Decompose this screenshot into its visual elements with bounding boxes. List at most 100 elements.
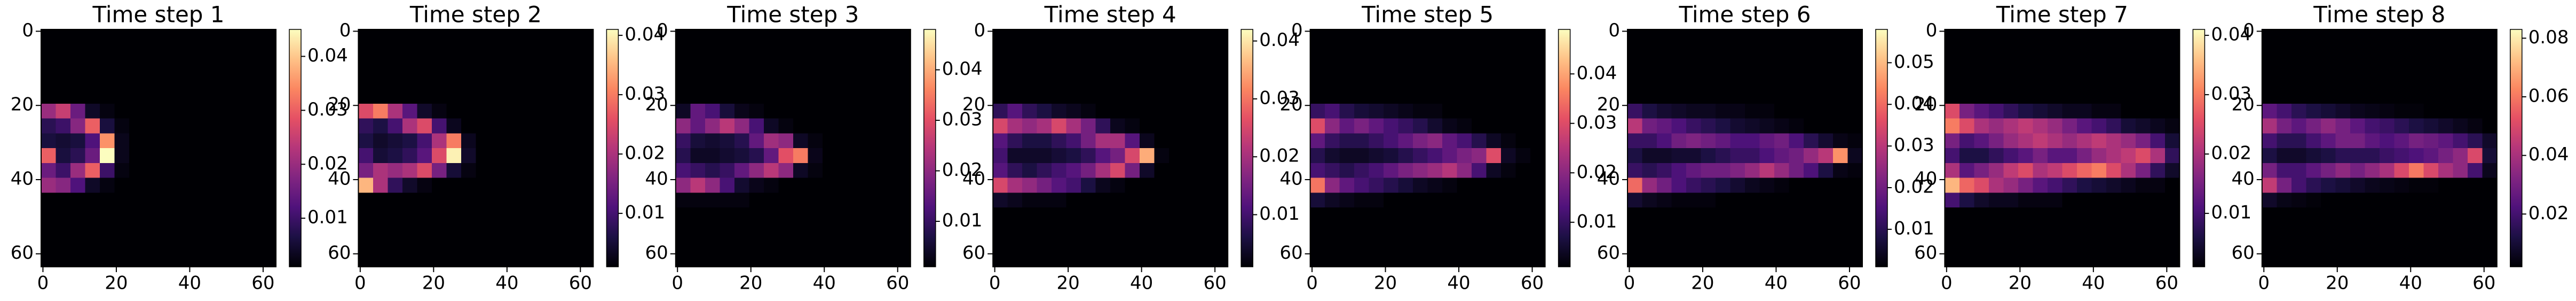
heatmap-cell xyxy=(417,237,432,252)
heatmap-cell xyxy=(2408,237,2424,252)
heatmap-cell xyxy=(446,59,462,74)
heatmap-cell xyxy=(2262,252,2277,267)
heatmap-cell xyxy=(144,177,159,193)
heatmap-cell xyxy=(1125,192,1140,208)
heatmap-cell xyxy=(188,74,203,89)
heatmap-cell xyxy=(2262,89,2277,104)
colorbar-tick-label: 0.02 xyxy=(625,143,665,164)
heatmap-cell xyxy=(358,29,374,45)
heatmap-cell xyxy=(1169,222,1184,237)
heatmap-cell xyxy=(2291,252,2306,267)
heatmap-cell xyxy=(217,222,232,237)
heatmap-cell xyxy=(2291,29,2306,45)
heatmap-cell xyxy=(2121,59,2136,74)
heatmap-cell xyxy=(578,237,594,252)
y-tick-label: 0 xyxy=(1608,20,1620,41)
heatmap-cell xyxy=(1081,222,1096,237)
heatmap-cell xyxy=(1657,192,1672,208)
heatmap-cell xyxy=(1945,207,1960,223)
heatmap-cell xyxy=(358,59,374,74)
heatmap-cell xyxy=(1530,74,1546,89)
heatmap-cell xyxy=(851,133,867,149)
heatmap-cell xyxy=(202,89,218,104)
heatmap-cell xyxy=(144,237,159,252)
heatmap-cell xyxy=(2453,89,2468,104)
heatmap-cell xyxy=(144,252,159,267)
heatmap-cell xyxy=(2003,29,2019,45)
heatmap-cell xyxy=(2467,118,2483,134)
panel-title: Time step 5 xyxy=(1361,2,1494,28)
heatmap-cell xyxy=(247,148,262,164)
heatmap-cell xyxy=(1369,192,1384,208)
heatmap-cell xyxy=(837,44,852,59)
heatmap-cell xyxy=(1413,118,1428,134)
colorbar-tick-label: 0.02 xyxy=(1259,145,1300,167)
heatmap-cell xyxy=(1759,74,1775,89)
heatmap-cell xyxy=(837,177,852,193)
heatmap-cell xyxy=(388,29,403,45)
heatmap-cell xyxy=(2482,29,2498,45)
heatmap-cell xyxy=(56,29,71,45)
heatmap-cell xyxy=(2121,192,2136,208)
heatmap-cell xyxy=(1081,59,1096,74)
heatmap-cell xyxy=(1804,44,1819,59)
heatmap-cell xyxy=(1354,29,1370,45)
heatmap-cell xyxy=(1398,237,1413,252)
heatmap-cell xyxy=(446,74,462,89)
heatmap-cell xyxy=(2277,59,2292,74)
heatmap-cell xyxy=(1759,118,1775,134)
heatmap-cell xyxy=(1945,192,1960,208)
heatmap-cell xyxy=(2291,222,2306,237)
heatmap-cell xyxy=(1198,207,1214,223)
heatmap-cell xyxy=(2453,74,2468,89)
heatmap-cell xyxy=(173,207,188,223)
heatmap-cell xyxy=(690,148,706,164)
heatmap-cell xyxy=(1833,177,1848,193)
heatmap-cell xyxy=(2047,237,2063,252)
heatmap-cell xyxy=(2003,133,2019,149)
heatmap-cell xyxy=(2033,177,2048,193)
heatmap-cell xyxy=(1974,207,1989,223)
heatmap-cell xyxy=(2482,103,2498,119)
heatmap-cell xyxy=(2467,177,2483,193)
heatmap-cell xyxy=(1198,222,1214,237)
heatmap-cell xyxy=(2379,148,2395,164)
heatmap-cell xyxy=(1716,44,1730,59)
heatmap-cell xyxy=(851,252,867,267)
heatmap-cell xyxy=(1442,237,1458,252)
heatmap-cell xyxy=(446,207,462,223)
heatmap-cell xyxy=(2379,89,2395,104)
heatmap-cell xyxy=(159,44,173,59)
heatmap-cell xyxy=(1110,44,1126,59)
heatmap-cell xyxy=(1110,133,1126,149)
heatmap-cell xyxy=(564,118,579,134)
heatmap-cell xyxy=(1833,148,1848,164)
heatmap-cell xyxy=(2121,222,2136,237)
heatmap-cell xyxy=(1472,222,1487,237)
heatmap-cell xyxy=(2150,59,2166,74)
heatmap-cell xyxy=(1657,133,1672,149)
heatmap-cell xyxy=(2262,207,2277,223)
heatmap-cell xyxy=(2091,222,2107,237)
heatmap-cell xyxy=(1125,252,1140,267)
heatmap-cell xyxy=(1354,163,1370,178)
heatmap-cell xyxy=(1701,222,1716,237)
heatmap-cell xyxy=(793,237,808,252)
heatmap-cell xyxy=(1007,252,1023,267)
heatmap-cell xyxy=(564,177,579,193)
heatmap-cell xyxy=(2076,148,2092,164)
heatmap-cell xyxy=(1774,118,1789,134)
heatmap-cell xyxy=(402,192,417,208)
heatmap-cell xyxy=(578,177,594,193)
heatmap-cell xyxy=(173,222,188,237)
heatmap-cell xyxy=(1154,44,1170,59)
heatmap-cell xyxy=(388,44,403,59)
heatmap-cell xyxy=(1140,222,1155,237)
heatmap-cell xyxy=(690,118,706,134)
heatmap-cell xyxy=(2306,118,2321,134)
heatmap-cell xyxy=(1974,44,1989,59)
heatmap-cell xyxy=(564,163,579,178)
heatmap-cell xyxy=(261,207,276,223)
heatmap-cell xyxy=(1716,59,1730,74)
heatmap-cell xyxy=(1818,118,1834,134)
